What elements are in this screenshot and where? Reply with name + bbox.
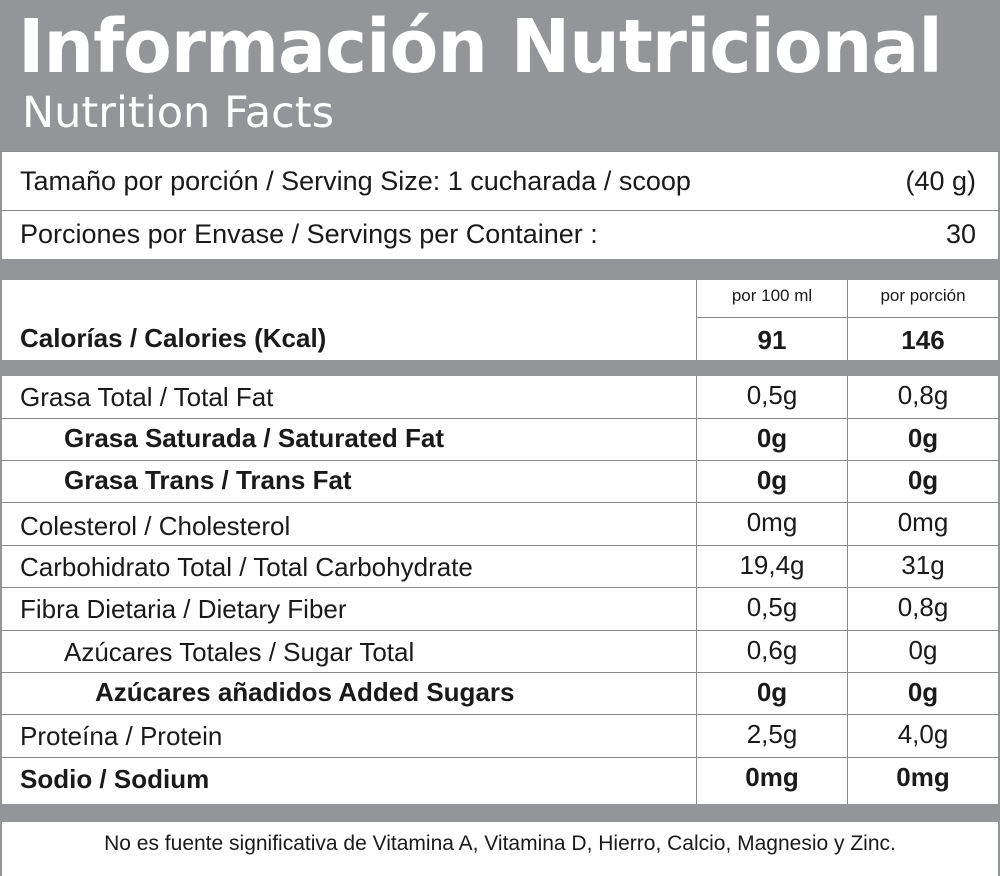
- nutrient-label: Carbohidrato Total / Total Carbohydrate: [20, 552, 473, 582]
- nutrient-per-serving: 4,0g: [897, 719, 949, 749]
- nutrient-per-100ml: 0g: [756, 423, 788, 453]
- row-divider: [0, 418, 1000, 419]
- nutrient-per-serving: 0,8g: [897, 592, 949, 622]
- row-divider: [0, 672, 1000, 673]
- right-border: [998, 151, 1000, 876]
- nutrient-per-serving: 0g: [907, 677, 939, 707]
- divider: [0, 151, 1000, 152]
- calories-per-serving: 146: [901, 325, 945, 355]
- nutrient-per-serving: 31g: [901, 550, 945, 580]
- nutrient-label: Grasa Total / Total Fat: [20, 382, 274, 412]
- nutrient-per-100ml: 0,6g: [746, 635, 798, 665]
- nutrient-per-serving: 0,8g: [897, 380, 949, 410]
- row-divider: [0, 545, 1000, 546]
- divider: [0, 210, 1000, 211]
- footnote: No es fuente significativa de Vitamina A…: [104, 832, 896, 855]
- nutrient-per-serving: 0mg: [896, 762, 950, 792]
- header-banner: Información Nutricional Nutrition Facts: [0, 0, 1000, 151]
- row-divider: [0, 757, 1000, 758]
- row-divider: [0, 714, 1000, 715]
- nutrient-label: Azúcares Totales / Sugar Total: [64, 637, 415, 667]
- calories-label: Calorías / Calories (Kcal): [20, 323, 327, 353]
- nutrient-per-serving: 0mg: [897, 507, 949, 537]
- nutrient-label: Proteína / Protein: [20, 721, 223, 751]
- nutrient-per-100ml: 0,5g: [746, 592, 798, 622]
- row-divider: [0, 502, 1000, 503]
- divider: [697, 317, 999, 318]
- column-divider: [847, 376, 848, 805]
- nutrient-per-100ml: 19,4g: [739, 550, 805, 580]
- calories-per-100ml: 91: [757, 325, 787, 355]
- nutrient-per-100ml: 0g: [756, 465, 788, 495]
- column-divider: [696, 376, 697, 805]
- column-divider: [847, 280, 848, 360]
- separator-band: [0, 804, 1000, 822]
- nutrient-per-serving: 0g: [907, 423, 939, 453]
- column-header-per-100ml: por 100 ml: [731, 286, 813, 305]
- serving-size-value: (40 g): [905, 166, 976, 196]
- nutrient-per-100ml: 2,5g: [746, 719, 798, 749]
- column-header-per-serving: por porción: [880, 286, 966, 305]
- nutrient-label: Fibra Dietaria / Dietary Fiber: [20, 594, 347, 624]
- row-divider: [0, 460, 1000, 461]
- servings-per-container-label: Porciones por Envase / Servings per Cont…: [20, 219, 598, 249]
- separator-band: [0, 259, 1000, 280]
- nutrient-label: Colesterol / Cholesterol: [20, 511, 291, 541]
- servings-per-container-value: 30: [945, 219, 976, 249]
- nutrient-per-100ml: 0g: [756, 677, 788, 707]
- separator-band: [0, 360, 1000, 376]
- nutrient-per-serving: 0g: [907, 465, 939, 495]
- nutrient-label: Grasa Trans / Trans Fat: [64, 465, 352, 495]
- nutrient-per-100ml: 0mg: [746, 507, 798, 537]
- left-border: [0, 151, 2, 876]
- nutrient-label: Azúcares añadidos Added Sugars: [95, 677, 515, 707]
- nutrient-per-serving: 0g: [908, 635, 938, 665]
- nutrient-label: Grasa Saturada / Saturated Fat: [64, 423, 445, 453]
- row-divider: [0, 630, 1000, 631]
- nutrient-per-100ml: 0mg: [745, 762, 799, 792]
- column-divider: [696, 280, 697, 360]
- nutrient-label: Sodio / Sodium: [20, 764, 210, 794]
- title-english: Nutrition Facts: [22, 88, 334, 138]
- row-divider: [0, 587, 1000, 588]
- serving-size-label: Tamaño por porción / Serving Size: 1 cuc…: [20, 166, 691, 196]
- nutrient-per-100ml: 0,5g: [746, 380, 798, 410]
- title-spanish: Información Nutricional: [18, 4, 943, 90]
